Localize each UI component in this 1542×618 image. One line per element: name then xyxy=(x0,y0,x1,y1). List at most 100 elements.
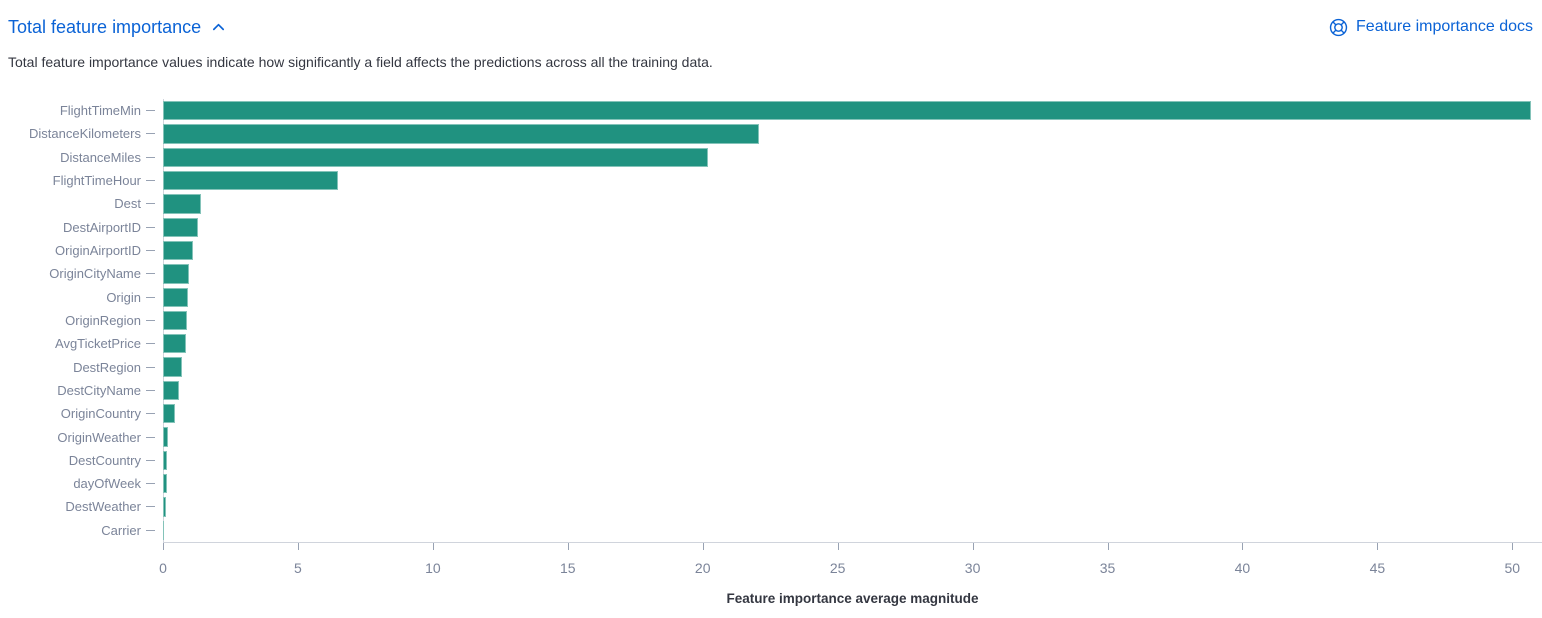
y-tick xyxy=(146,110,155,112)
y-axis-label-flighttimemin: FlightTimeMin xyxy=(59,103,141,119)
section-title: Total feature importance xyxy=(8,16,202,37)
y-axis-label-dest: Dest xyxy=(114,196,141,212)
x-tick-label: 25 xyxy=(829,560,846,576)
bar-row: AvgTicketPrice xyxy=(0,332,1542,355)
y-axis-label-flighttimehour: FlightTimeHour xyxy=(52,173,141,189)
bar-avgticketprice[interactable] xyxy=(163,334,186,354)
y-axis-label-destcountry: DestCountry xyxy=(68,452,141,468)
y-tick xyxy=(146,343,155,345)
y-tick xyxy=(146,366,155,368)
x-tick-label: 50 xyxy=(1504,560,1521,576)
bar-track xyxy=(163,379,1542,402)
bar-originairportid[interactable] xyxy=(163,240,193,261)
bar-track xyxy=(163,519,1542,542)
x-tick-label: 30 xyxy=(964,560,981,576)
bar-destairportid[interactable] xyxy=(163,217,199,237)
x-tick xyxy=(297,543,299,550)
bar-destcountry[interactable] xyxy=(163,450,168,470)
bar-dest[interactable] xyxy=(163,194,201,214)
x-tick-label: 15 xyxy=(559,560,576,576)
bar-origin[interactable] xyxy=(163,287,189,307)
bar-row: DistanceMiles xyxy=(0,146,1542,169)
bar-originweather[interactable] xyxy=(163,427,168,447)
x-axis-title: Feature importance average magnitude xyxy=(726,591,979,606)
bar-flighttimemin[interactable] xyxy=(163,101,1532,121)
bar-track xyxy=(163,262,1542,285)
y-axis-label-origincountry: OriginCountry xyxy=(60,406,141,422)
bar-origincountry[interactable] xyxy=(163,404,176,424)
x-tick xyxy=(837,543,839,550)
bar-track xyxy=(163,332,1542,355)
bar-row: FlightTimeHour xyxy=(0,169,1542,192)
bar-destweather[interactable] xyxy=(163,497,167,517)
y-axis-label-avgticketprice: AvgTicketPrice xyxy=(55,336,141,352)
total-feature-importance-toggle[interactable]: Total feature importance xyxy=(8,17,226,38)
y-tick xyxy=(146,180,155,182)
docs-link-label: Feature importance docs xyxy=(1356,18,1533,35)
bar-distancekilometers[interactable] xyxy=(163,124,760,144)
feature-importance-docs-link[interactable]: Feature importance docs xyxy=(1329,18,1533,37)
y-axis-label-origin: Origin xyxy=(106,289,141,305)
x-tick-label: 20 xyxy=(694,560,711,576)
bar-row: DestWeather xyxy=(0,495,1542,518)
bar-flighttimehour[interactable] xyxy=(163,170,339,191)
y-tick xyxy=(146,506,155,508)
y-tick xyxy=(146,389,155,391)
x-tick xyxy=(1512,543,1514,550)
bar-row: OriginAirportID xyxy=(0,239,1542,262)
y-axis-label-carrier: Carrier xyxy=(101,522,141,538)
bar-track xyxy=(163,449,1542,472)
y-axis-label-distancekilometers: DistanceKilometers xyxy=(29,126,141,142)
y-axis-label-destweather: DestWeather xyxy=(65,499,141,515)
x-tick xyxy=(432,543,434,550)
bar-origincityname[interactable] xyxy=(163,264,189,284)
y-tick xyxy=(146,319,155,321)
bar-track xyxy=(163,122,1542,145)
section-header: Total feature importance Feature importa… xyxy=(8,12,1533,42)
y-tick xyxy=(146,133,155,135)
chevron-up-icon xyxy=(211,20,226,35)
y-tick xyxy=(146,250,155,252)
y-axis-label-destairportid: DestAirportID xyxy=(62,219,141,235)
bar-track xyxy=(163,425,1542,448)
bar-track xyxy=(163,216,1542,239)
x-tick xyxy=(972,543,974,550)
x-axis: 0 5 10 15 20 25 30 35 40 45 50 xyxy=(159,542,1542,602)
bar-row: Carrier xyxy=(0,519,1542,542)
y-axis-label-originairportid: OriginAirportID xyxy=(55,243,141,259)
bar-row: OriginCityName xyxy=(0,262,1542,285)
y-tick xyxy=(146,459,155,461)
bar-row: DestAirportID xyxy=(0,216,1542,239)
bar-distancemiles[interactable] xyxy=(163,147,709,167)
x-tick xyxy=(1107,543,1109,550)
bar-originregion[interactable] xyxy=(163,310,188,331)
bar-row: OriginWeather xyxy=(0,425,1542,448)
y-tick xyxy=(146,156,155,158)
bar-track xyxy=(163,355,1542,378)
bar-dayofweek[interactable] xyxy=(163,474,167,494)
y-axis-label-originweather: OriginWeather xyxy=(57,429,141,445)
x-tick-label: 45 xyxy=(1369,560,1386,576)
y-tick xyxy=(146,203,155,205)
bar-destregion[interactable] xyxy=(163,357,183,377)
y-tick xyxy=(146,413,155,415)
y-axis-label-destregion: DestRegion xyxy=(73,359,141,375)
x-axis-line xyxy=(163,542,1542,543)
bar-carrier[interactable] xyxy=(163,520,164,540)
bar-track xyxy=(163,495,1542,518)
bar-row: FlightTimeMin xyxy=(0,99,1542,122)
bar-row: Dest xyxy=(0,192,1542,215)
bar-row: DestRegion xyxy=(0,355,1542,378)
bar-track xyxy=(163,309,1542,332)
bar-rows: FlightTimeMin DistanceKilometers DistanceM… xyxy=(0,99,1542,542)
x-tick-label: 5 xyxy=(294,560,302,576)
bar-destcityname[interactable] xyxy=(163,380,180,401)
x-tick xyxy=(1242,543,1244,550)
y-tick xyxy=(146,483,155,485)
y-tick xyxy=(146,436,155,438)
x-tick-label: 10 xyxy=(425,560,441,576)
bar-row: OriginCountry xyxy=(0,402,1542,425)
bar-row: DestCityName xyxy=(0,379,1542,402)
x-tick-label: 40 xyxy=(1234,560,1251,576)
